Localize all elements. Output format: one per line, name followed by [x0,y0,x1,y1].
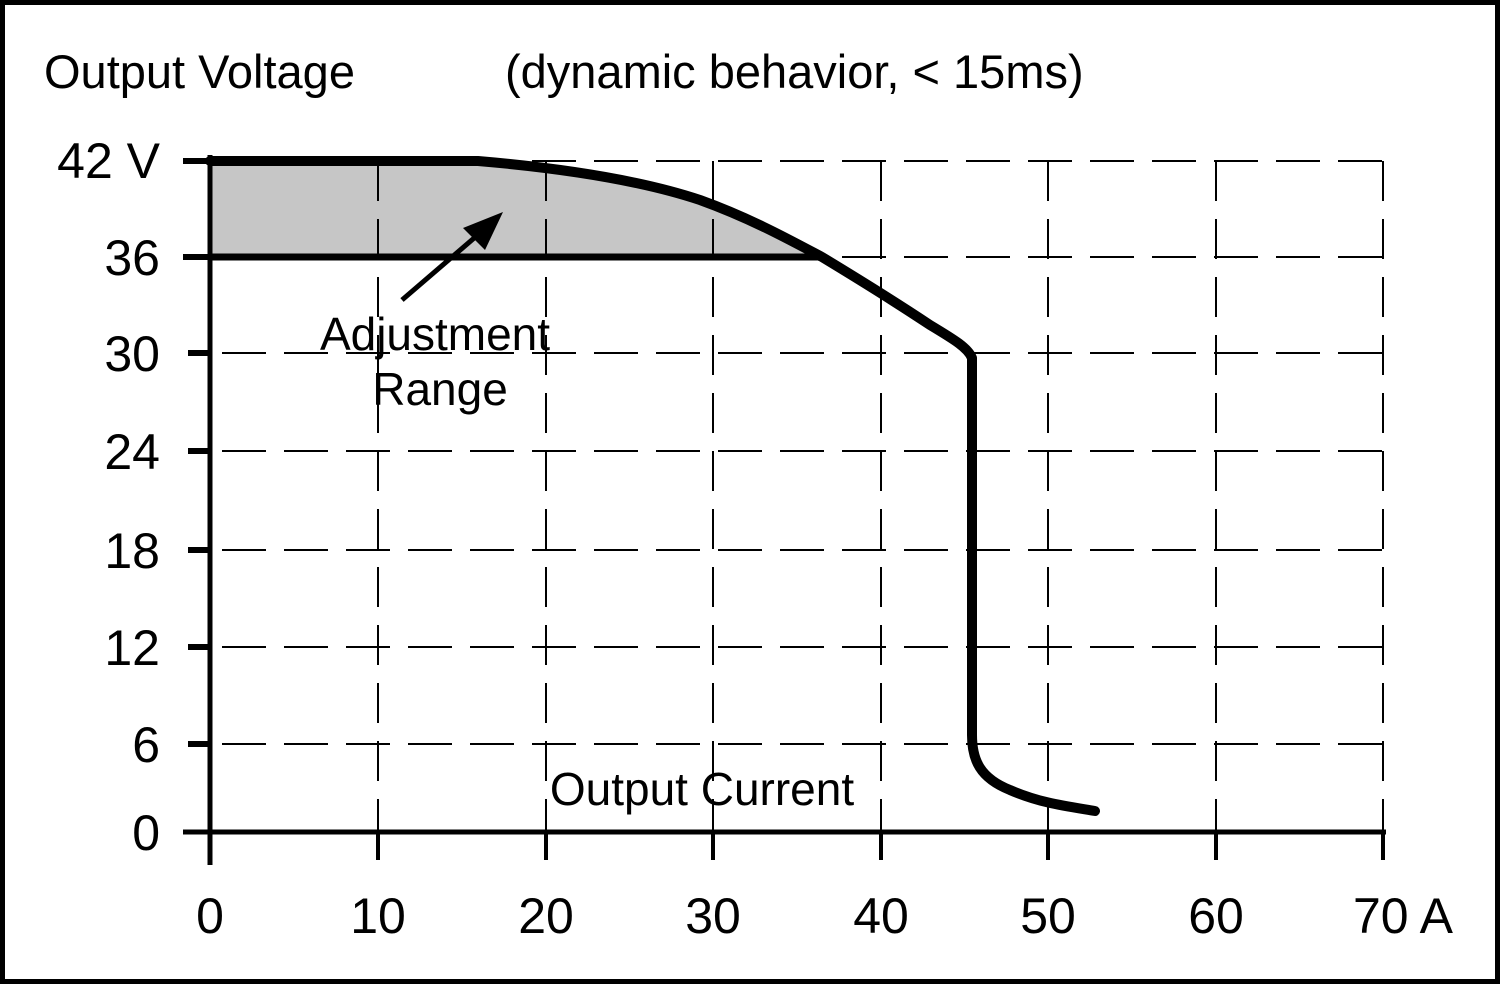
svg-text:40: 40 [853,888,909,944]
svg-text:18: 18 [104,523,160,579]
svg-text:60: 60 [1188,888,1244,944]
svg-text:0: 0 [196,888,224,944]
chart-subtitle: (dynamic behavior, < 15ms) [505,45,1084,98]
svg-text:6: 6 [132,717,160,773]
svg-text:30: 30 [104,326,160,382]
grid-vertical [377,161,1384,832]
svg-text:36: 36 [104,230,160,286]
output-curve [205,156,1100,816]
svg-text:42 V: 42 V [57,133,161,189]
x-axis-label: Output Current [550,763,854,815]
svg-text:20: 20 [518,888,574,944]
adjustment-range-area [210,161,822,257]
svg-text:24: 24 [104,424,160,480]
svg-text:50: 50 [1020,888,1076,944]
annotation-adjustment: Adjustment [320,308,550,360]
chart-title: Output Voltage [44,45,355,98]
svg-text:12: 12 [104,620,160,676]
annotation-range: Range [372,363,508,415]
svg-text:30: 30 [685,888,741,944]
svg-text:70 A: 70 A [1353,888,1454,944]
y-tick-labels: 42 V 36 30 24 18 12 6 0 [57,133,161,861]
svg-text:0: 0 [132,805,160,861]
x-tick-labels: 0 10 20 30 40 50 60 70 A [196,888,1454,944]
axes [183,155,1386,865]
annotation-arrow [400,212,503,302]
svg-text:10: 10 [350,888,406,944]
